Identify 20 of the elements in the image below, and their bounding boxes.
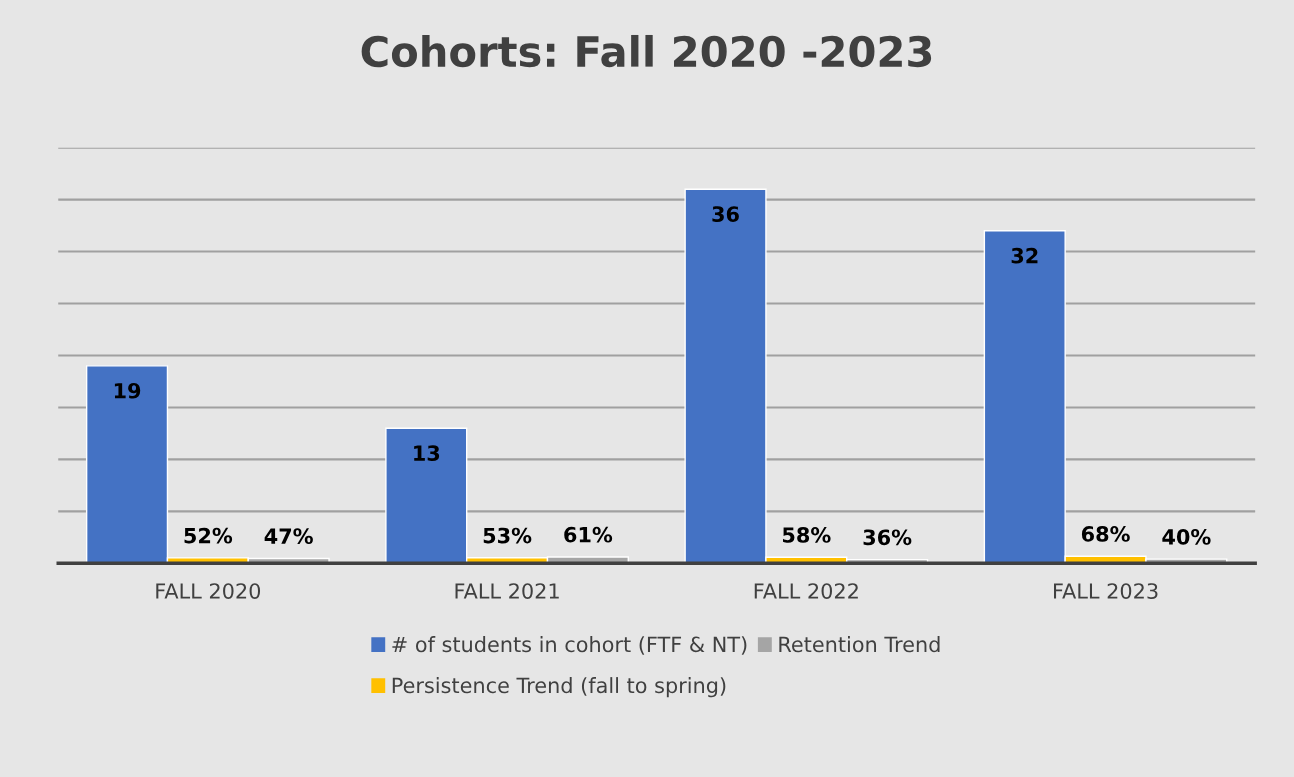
- data-label: 52%: [184, 527, 233, 544]
- x-tick-label: FALL 2021: [455, 583, 559, 599]
- data-label: 68%: [1081, 526, 1130, 542]
- data-label: 61%: [564, 526, 613, 543]
- data-label: 47%: [264, 528, 313, 545]
- data-label: 53%: [483, 527, 532, 544]
- legend-label: Retention Trend: [779, 636, 940, 653]
- x-tick-label: FALL 2023: [1054, 583, 1158, 599]
- data-label: 32: [1011, 247, 1038, 264]
- data-label: 36%: [863, 529, 912, 546]
- x-tick-label: FALL 2022: [754, 583, 858, 599]
- data-label: 36: [712, 206, 739, 222]
- data-label: 13: [414, 445, 440, 461]
- data-label: 58%: [783, 527, 831, 543]
- data-label: 19: [114, 382, 141, 399]
- legend-label: Persistence Trend (fall to spring): [392, 677, 726, 698]
- chart-title: Cohorts: Fall 2020 -2023: [361, 34, 932, 68]
- legend-label: # of students in cohort (FTF & NT): [392, 636, 747, 655]
- x-tick-label: FALL 2020: [156, 583, 261, 599]
- data-label: 40%: [1162, 528, 1211, 545]
